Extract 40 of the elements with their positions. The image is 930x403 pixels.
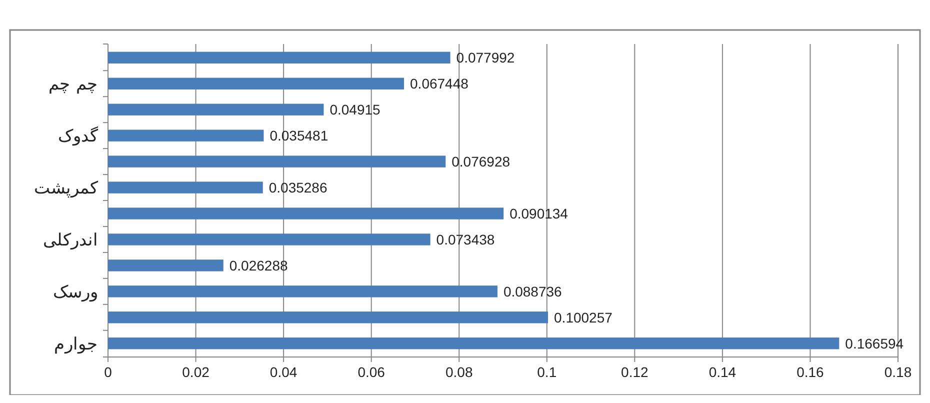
- y-tick-label: گدوک: [58, 126, 99, 147]
- data-label: 0.026288: [229, 257, 288, 274]
- data-label: 0.076928: [452, 153, 510, 170]
- data-label: 0.04915: [330, 101, 381, 118]
- bar: [108, 312, 548, 324]
- y-tick-label: ورسک: [53, 282, 98, 302]
- data-label: 0.090134: [510, 205, 568, 222]
- y-tick-label: چم چم: [48, 74, 98, 95]
- bar: [108, 260, 224, 272]
- bar: [108, 104, 324, 116]
- bar: [108, 156, 446, 168]
- x-tick-label: 0.12: [621, 364, 649, 380]
- x-tick-label: 0.06: [358, 364, 386, 380]
- bar: [108, 286, 498, 298]
- bar: [108, 338, 840, 350]
- data-label: 0.067448: [410, 76, 469, 92]
- y-tick-label: کمرپشت: [34, 178, 99, 198]
- data-label: 0.088736: [503, 283, 562, 300]
- data-label: 0.035286: [268, 179, 328, 196]
- x-tick-label: 0: [104, 364, 112, 380]
- bar: [108, 78, 404, 90]
- x-tick-label: 0.04: [270, 364, 298, 380]
- data-label: 0.166594: [845, 335, 904, 352]
- x-tick-label: 0.1: [537, 364, 557, 380]
- x-tick-label: 0.18: [884, 364, 912, 380]
- y-tick-label: جوارم: [54, 334, 98, 354]
- data-label: 0.035481: [270, 127, 328, 144]
- data-label: 0.077992: [456, 50, 515, 66]
- data-label: 0.100257: [554, 309, 613, 326]
- data-label: 0.073438: [436, 231, 495, 248]
- x-tick-label: 0.16: [796, 364, 824, 380]
- x-tick-label: 0.14: [708, 364, 736, 380]
- bar: [108, 182, 263, 194]
- bar: [108, 234, 430, 246]
- bar: [108, 208, 504, 220]
- y-tick-label: اندرکلی: [43, 230, 98, 250]
- x-tick-label: 0.08: [445, 364, 473, 380]
- x-tick-label: 0.02: [182, 364, 210, 380]
- bar: [108, 130, 264, 142]
- bar: [108, 52, 450, 64]
